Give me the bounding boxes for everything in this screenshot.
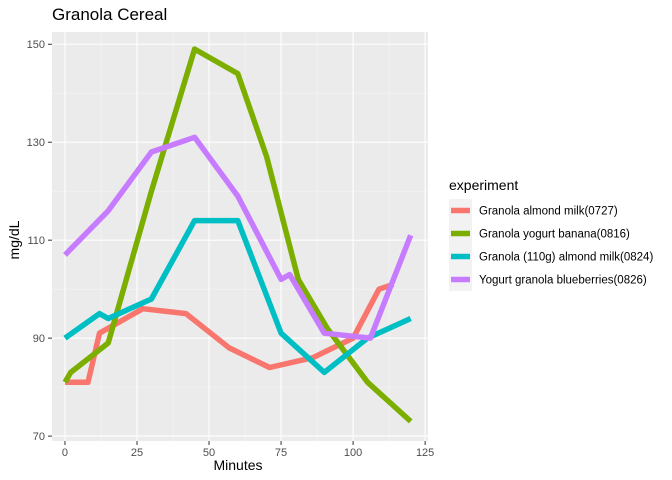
series-line — [62, 46, 413, 424]
legend-label: Granola yogurt banana(0816) — [479, 229, 630, 241]
legend-item: Granola yogurt banana(0816) — [449, 222, 630, 245]
y-tick-label: 110 — [27, 235, 45, 247]
legend-item: Yogurt granola blueberries(0826) — [449, 268, 647, 291]
x-tick-label: 25 — [131, 447, 143, 459]
x-tick-label: 0 — [62, 447, 68, 459]
x-tick-label: 125 — [416, 447, 434, 459]
legend-items: Granola almond milk(0727) Granola yogurt … — [449, 199, 653, 291]
series-line — [63, 217, 412, 376]
x-tick-label: 50 — [203, 447, 215, 459]
x-axis-title: Minutes — [213, 457, 262, 473]
x-tick-label: 75 — [275, 447, 287, 459]
y-axis-ticks: 70 90 110 130 150 — [27, 39, 52, 443]
plot-panel — [52, 32, 428, 441]
legend-item: Granola (110g) almond milk(0824) — [449, 245, 653, 268]
legend-title: experiment — [449, 177, 518, 193]
series-lines — [62, 46, 414, 424]
y-tick-label: 130 — [27, 137, 45, 149]
x-axis-ticks: 0 25 50 75 100 125 — [62, 441, 434, 459]
chart-title: Granola Cereal — [52, 5, 167, 24]
y-axis-title: mg/dL — [6, 220, 22, 259]
legend-label: Granola almond milk(0727) — [479, 206, 618, 218]
legend-item: Granola almond milk(0727) — [449, 199, 618, 222]
legend-label: Granola (110g) almond milk(0824) — [479, 252, 653, 264]
y-tick-label: 150 — [27, 39, 45, 51]
y-tick-label: 70 — [33, 431, 45, 443]
legend: experiment Granola almond milk(0727)Gran… — [449, 177, 653, 291]
series-line — [63, 134, 414, 341]
x-tick-label: 100 — [344, 447, 362, 459]
legend-label: Yogurt granola blueberries(0826) — [479, 275, 647, 287]
y-tick-label: 90 — [33, 333, 45, 345]
